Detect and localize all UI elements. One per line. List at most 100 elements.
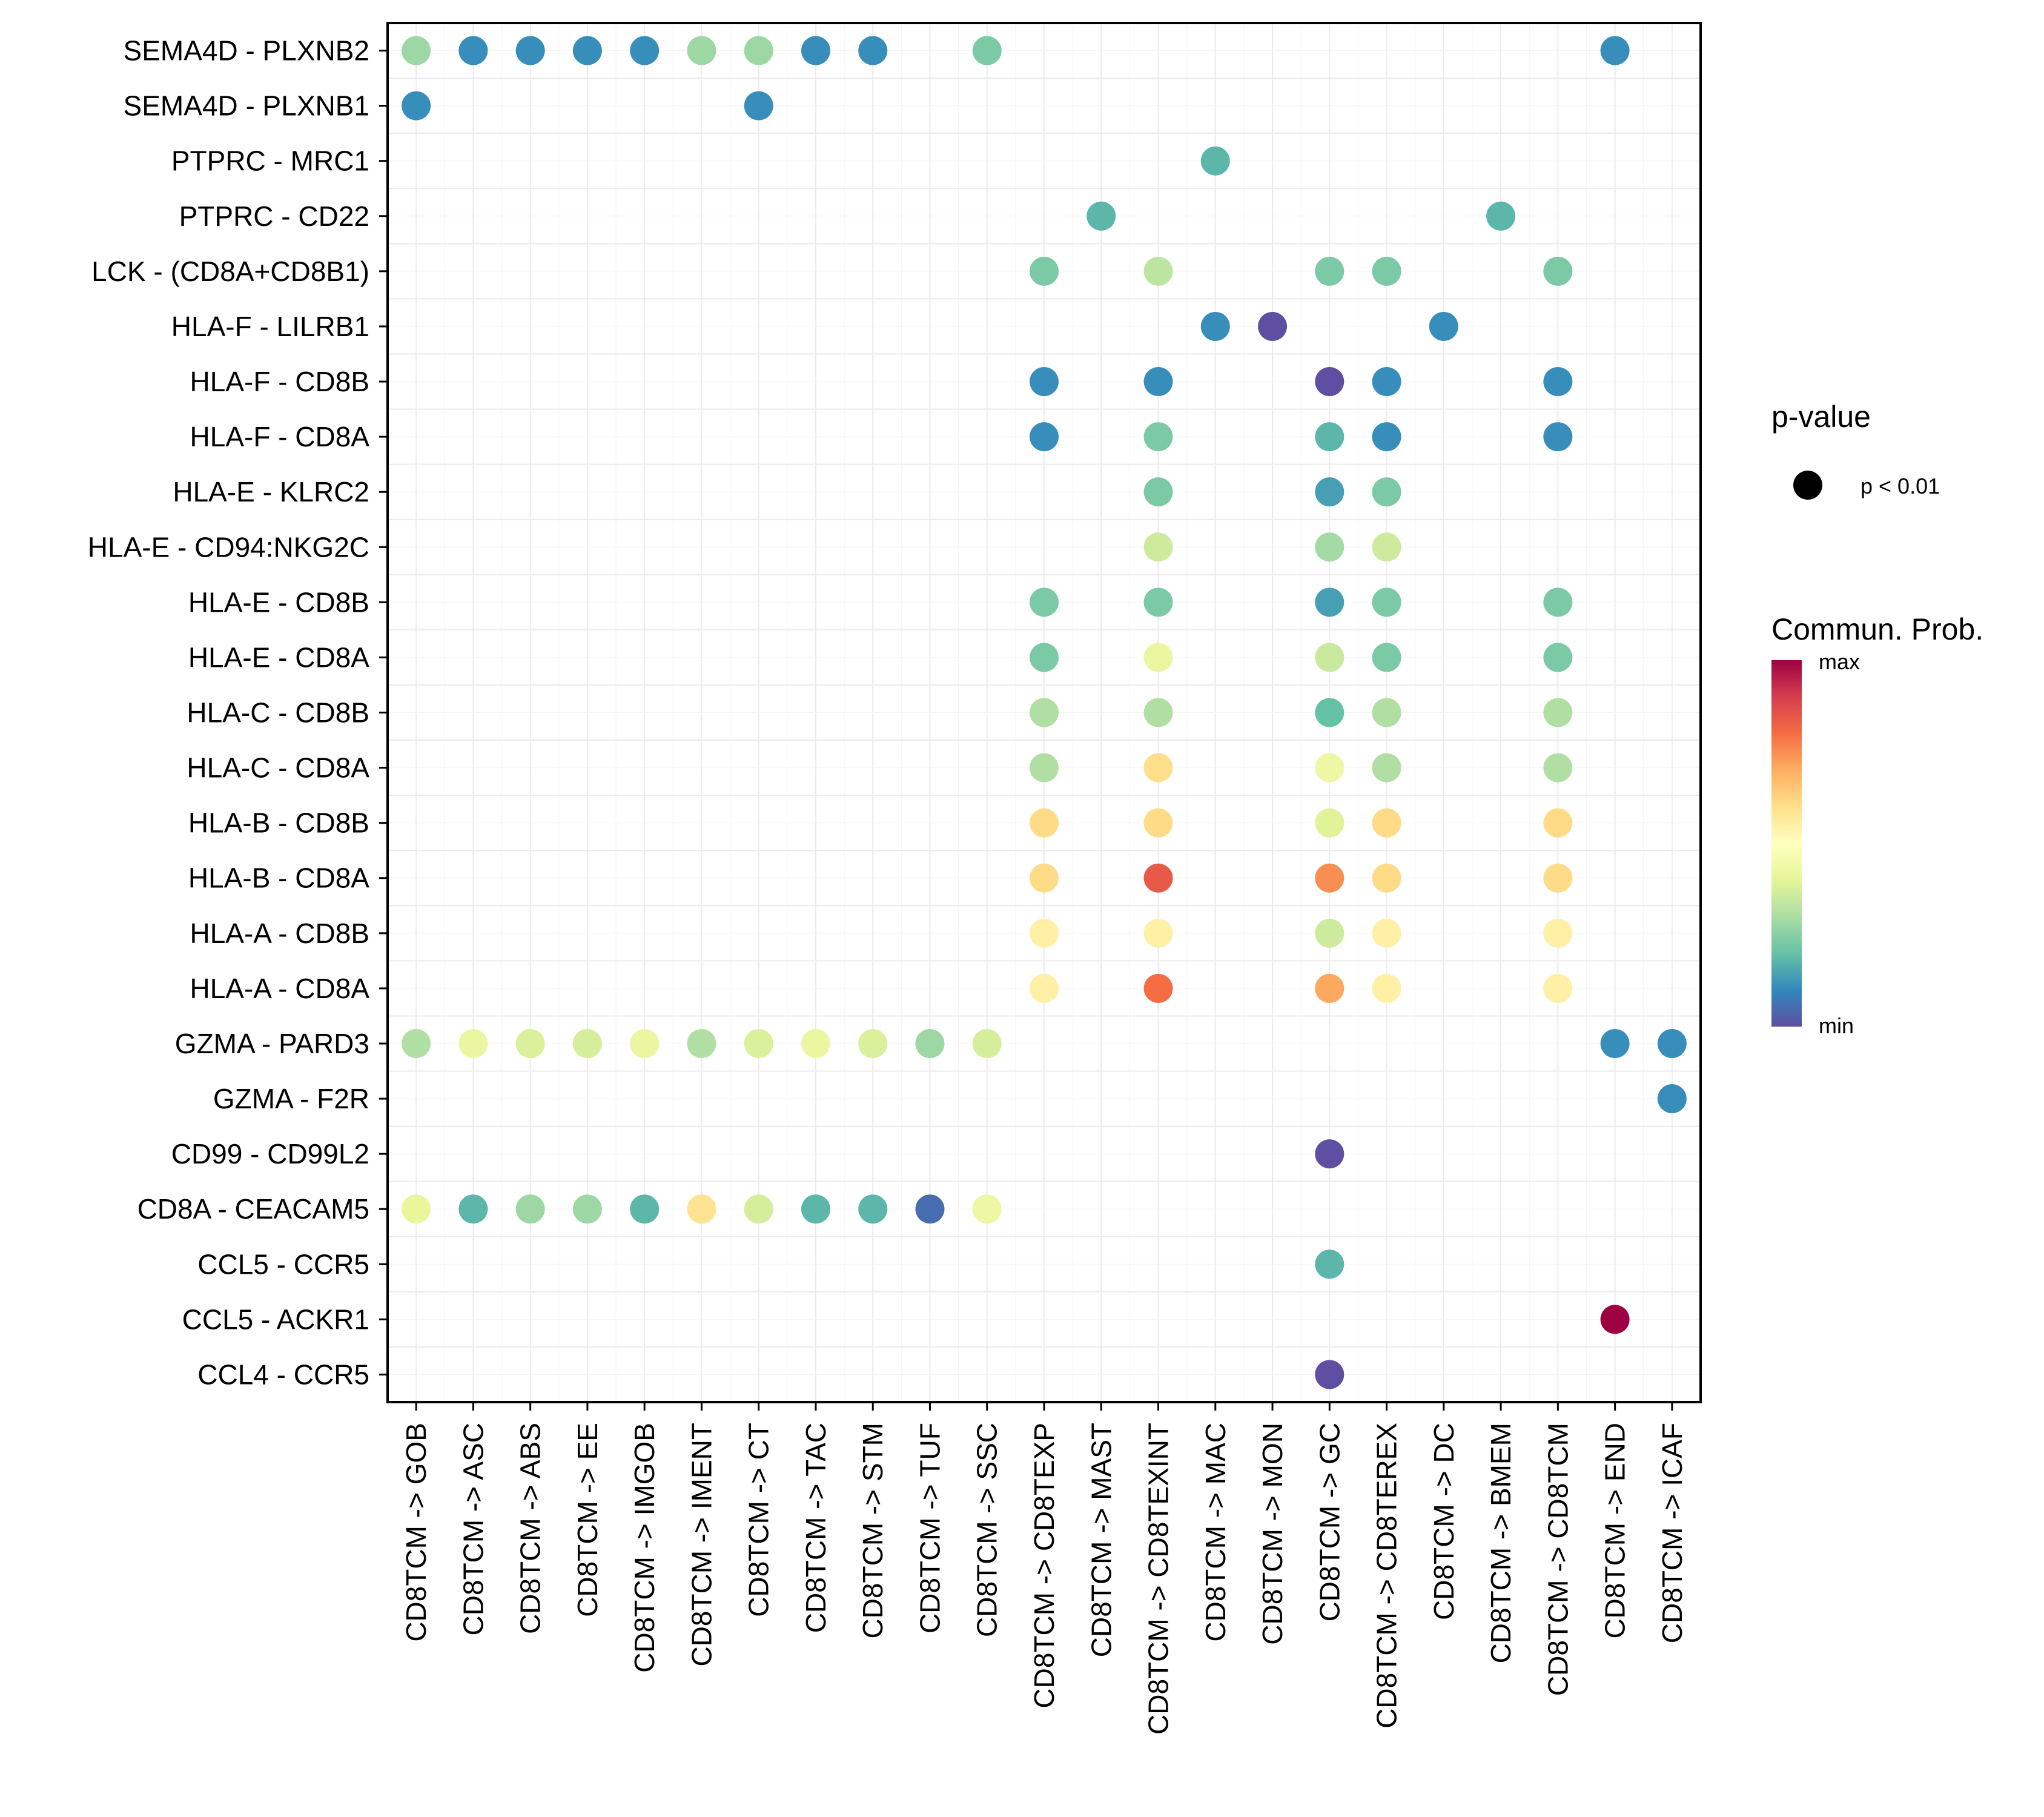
x-tick-label: CD8TCM -> STM: [857, 1423, 888, 1639]
data-point: [1315, 643, 1344, 672]
data-point: [1372, 532, 1401, 562]
data-point: [1315, 918, 1344, 948]
data-point: [1372, 643, 1401, 672]
data-point: [1543, 587, 1573, 617]
data-point: [402, 1194, 431, 1224]
y-tick-label: HLA-C - CD8B: [187, 697, 369, 729]
x-tick-label: CD8TCM -> CD8TEXINT: [1143, 1423, 1174, 1735]
data-point: [1030, 587, 1059, 617]
data-point: [1315, 1139, 1344, 1169]
x-tick-label: CD8TCM -> MAST: [1085, 1423, 1117, 1657]
y-tick-label: LCK - (CD8A+CD8B1): [91, 256, 369, 287]
data-point: [1372, 367, 1401, 397]
data-point: [1143, 422, 1173, 452]
data-point: [1543, 863, 1573, 893]
x-tick-label: CD8TCM -> IMGOB: [629, 1423, 660, 1673]
data-point: [1315, 256, 1344, 286]
data-point: [1543, 256, 1573, 286]
y-tick-label: CD99 - CD99L2: [171, 1138, 369, 1170]
x-tick-label: CD8TCM -> MON: [1257, 1423, 1288, 1645]
y-tick-label: CCL5 - CCR5: [197, 1248, 369, 1280]
data-point: [1143, 863, 1173, 893]
data-point: [972, 1028, 1002, 1058]
data-point: [972, 1194, 1002, 1224]
data-point: [1372, 422, 1401, 452]
data-point: [1543, 422, 1573, 452]
data-point: [1143, 808, 1173, 838]
data-point: [1030, 863, 1059, 893]
gridlines: [388, 23, 1701, 1402]
data-point: [1143, 918, 1173, 948]
data-point: [1600, 1305, 1630, 1334]
data-point: [1258, 311, 1288, 341]
y-tick-label: PTPRC - MRC1: [171, 145, 369, 177]
data-point: [1315, 863, 1344, 893]
data-point: [858, 36, 888, 65]
data-point: [1315, 422, 1344, 452]
data-point: [1030, 643, 1059, 672]
x-tick-label: CD8TCM -> EE: [572, 1423, 603, 1617]
data-point: [744, 1028, 773, 1058]
data-point: [458, 1194, 488, 1224]
x-tick-label: CD8TCM -> CT: [743, 1423, 775, 1617]
data-point: [1200, 146, 1230, 176]
data-point: [515, 1194, 545, 1224]
data-point: [1372, 587, 1401, 617]
data-point: [1429, 311, 1458, 341]
data-point: [1315, 1249, 1344, 1279]
data-point: [1030, 753, 1059, 783]
data-point: [1372, 256, 1401, 286]
data-point: [801, 1028, 830, 1058]
data-point: [915, 1028, 945, 1058]
data-point: [1315, 698, 1344, 727]
colorbar-max-label: max: [1819, 649, 1860, 674]
data-point: [1372, 698, 1401, 727]
data-point: [1315, 1360, 1344, 1389]
x-tick-label: CD8TCM -> IMENT: [686, 1423, 717, 1667]
data-point: [1315, 973, 1344, 1003]
x-tick-label: CD8TCM -> ASC: [457, 1423, 489, 1635]
data-point: [1543, 698, 1573, 727]
data-point: [1600, 1028, 1630, 1058]
data-point: [1030, 256, 1059, 286]
data-point: [687, 1028, 716, 1058]
y-tick-label: HLA-C - CD8A: [187, 752, 369, 784]
legend-pvalue-title: p-value: [1771, 400, 1871, 434]
data-point: [1315, 753, 1344, 783]
x-tick-label: CD8TCM -> CD8TEXP: [1028, 1423, 1060, 1709]
data-point: [687, 36, 716, 65]
data-point: [1143, 367, 1173, 397]
colorbar-min-label: min: [1819, 1013, 1854, 1038]
data-point: [744, 36, 773, 65]
y-tick-label: HLA-F - CD8B: [190, 366, 369, 397]
data-point: [801, 1194, 830, 1224]
data-point: [744, 91, 773, 121]
data-point: [1030, 367, 1059, 397]
y-tick-label: HLA-A - CD8A: [190, 973, 369, 1004]
x-tick-label: CD8TCM -> BMEM: [1485, 1423, 1516, 1663]
x-tick-label: CD8TCM -> GC: [1314, 1423, 1345, 1621]
data-point: [1030, 808, 1059, 838]
legend-colorbar-title: Commun. Prob.: [1771, 612, 1983, 646]
data-point: [1143, 753, 1173, 783]
y-tick-label: HLA-E - CD8A: [188, 641, 369, 673]
x-tick-label: CD8TCM -> TAC: [800, 1423, 832, 1633]
data-point: [972, 36, 1002, 65]
data-point: [744, 1194, 773, 1224]
y-tick-label: PTPRC - CD22: [179, 200, 369, 232]
y-tick-label: HLA-E - KLRC2: [173, 476, 369, 508]
x-tick-label: CD8TCM -> DC: [1428, 1423, 1460, 1620]
x-tick-label: CD8TCM -> ABS: [515, 1423, 546, 1634]
data-point: [572, 1028, 602, 1058]
data-point: [1543, 367, 1573, 397]
data-point: [1030, 918, 1059, 948]
data-point: [1143, 587, 1173, 617]
y-tick-label: SEMA4D - PLXNB2: [124, 35, 369, 67]
data-point: [1372, 863, 1401, 893]
data-point: [1030, 973, 1059, 1003]
data-points: [402, 36, 1687, 1389]
y-tick-label: SEMA4D - PLXNB1: [124, 90, 369, 122]
x-tick-label: CD8TCM -> GOB: [400, 1423, 432, 1642]
data-point: [1200, 311, 1230, 341]
y-tick-label: HLA-E - CD8B: [188, 586, 369, 618]
